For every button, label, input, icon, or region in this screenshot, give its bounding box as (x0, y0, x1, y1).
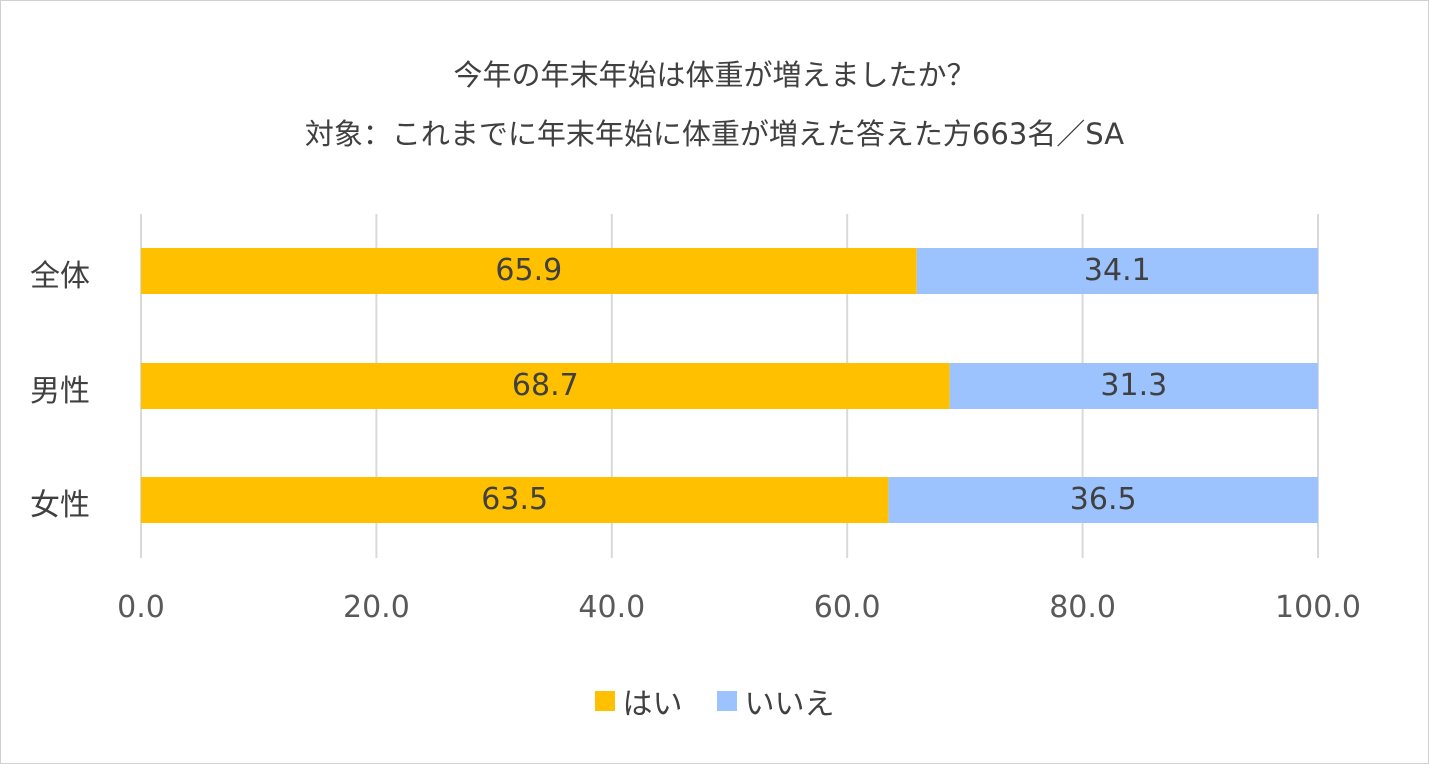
bar-yes (141, 248, 917, 294)
x-tick-label: 100.0 (1275, 590, 1361, 625)
bar-no (949, 363, 1318, 409)
legend-item-no: いいえ (716, 679, 835, 723)
data-label: 65.9 (495, 253, 563, 288)
legend-swatch-no (716, 691, 737, 711)
category-label: 女性 (30, 488, 90, 523)
chart-legend: はい いいえ (0, 679, 1429, 723)
legend-label-no: いいえ (744, 687, 835, 722)
bar-no (888, 477, 1318, 523)
bar-no (916, 248, 1318, 294)
bar-yes (141, 477, 889, 523)
x-tick-label: 40.0 (578, 590, 646, 625)
chart-title: 今年の年末年始は体重が増えましたか？ (453, 58, 976, 92)
legend-label-yes: はい (622, 687, 683, 722)
x-tick-label: 0.0 (117, 590, 165, 625)
chart-subtitle: 対象：これまでに年末年始に体重が増えた答えた方663名／SA (304, 117, 1125, 151)
legend-item-yes: はい (594, 679, 683, 723)
x-tick-label: 20.0 (342, 590, 410, 625)
legend-swatch-yes (594, 691, 615, 711)
x-tick-label: 80.0 (1049, 590, 1116, 625)
data-label: 36.5 (1069, 482, 1137, 517)
x-tick-label: 60.0 (813, 590, 881, 625)
category-label: 全体 (30, 259, 90, 294)
bar-yes (141, 363, 950, 409)
data-label: 63.5 (481, 482, 549, 517)
data-label: 34.1 (1083, 253, 1151, 288)
data-label: 31.3 (1100, 368, 1168, 403)
category-label: 男性 (30, 374, 90, 409)
data-label: 68.7 (511, 368, 579, 403)
